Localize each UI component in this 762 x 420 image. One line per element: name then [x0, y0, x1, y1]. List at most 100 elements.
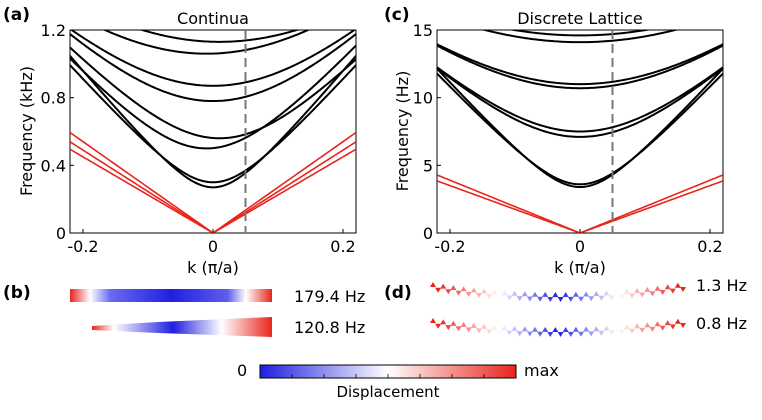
axes-a: -0.2 0 0.200.40.81.2 [41, 21, 356, 256]
lattice-node [496, 294, 503, 300]
lattice-node [460, 286, 467, 292]
series-band-3 [70, 44, 356, 150]
x-tick-label: 0.2 [697, 237, 722, 256]
lattice-node [435, 323, 442, 329]
lattice-node [526, 296, 533, 302]
lattice-node [644, 286, 651, 292]
mode-shape-d-2 [430, 318, 686, 337]
lattice-node [588, 296, 595, 302]
lattice-node [552, 292, 559, 297]
lattice-node [649, 291, 656, 297]
mode-frequency-b-2: 120.8 Hz [294, 318, 365, 337]
panel-label-b: (b) [3, 283, 31, 303]
lattice-node [654, 285, 661, 291]
panel-label-d: (d) [384, 283, 412, 303]
y-tick-label: 0.4 [41, 156, 66, 175]
y-tick-label: 15 [413, 21, 433, 40]
y-tick-label: 5 [423, 156, 433, 175]
lattice-node [430, 282, 436, 287]
lattice-node [542, 291, 549, 297]
series-acoustic-3 [70, 148, 356, 233]
lattice-node [608, 295, 615, 301]
lattice-node [481, 288, 487, 294]
lattice-node [521, 326, 528, 332]
lattice-node [516, 331, 523, 337]
lattice-node [618, 329, 625, 335]
x-tick-label: 0 [575, 237, 585, 256]
lattice-node [634, 323, 641, 329]
lattice-node [623, 289, 630, 294]
lattice-node [506, 330, 513, 336]
series-band-6 [70, 30, 356, 87]
mode-frequency-d-1: 1.3 Hz [696, 276, 747, 295]
lattice-node [654, 321, 661, 327]
lattice-node [542, 326, 549, 332]
series-band-1 [70, 55, 356, 189]
lattice-node [455, 290, 462, 296]
lattice-node [532, 326, 538, 332]
lattice-node [674, 282, 681, 288]
lattice-node [562, 327, 569, 332]
lattice-node [491, 324, 498, 330]
lattice-node [603, 325, 610, 331]
lattice-node [430, 318, 436, 323]
series-acoustic-1 [437, 180, 723, 233]
x-tick-label: 0 [208, 237, 218, 256]
lattice-node [593, 291, 600, 297]
lattice-node [465, 327, 472, 333]
x-tick-label: -0.2 [434, 237, 465, 256]
curves-c [437, 30, 723, 233]
x-tick-label: 0.2 [330, 237, 355, 256]
lattice-node [618, 294, 625, 300]
series-band-6 [437, 43, 723, 86]
lattice-node [537, 331, 544, 337]
chart-title-continua: Continua [177, 9, 249, 28]
lattice-node [491, 289, 498, 295]
lattice-node [583, 291, 590, 297]
lattice-node [440, 283, 447, 289]
lattice-node [572, 291, 579, 297]
y-tick-label: 0.8 [41, 89, 66, 108]
mode-shape-b-1 [70, 289, 272, 302]
lattice-node [567, 331, 574, 337]
series-band-2 [437, 72, 723, 186]
lattice-node [603, 290, 610, 296]
y-tick-label: 10 [413, 89, 433, 108]
lattice-node [481, 323, 487, 329]
lattice-node [598, 330, 605, 336]
lattice-node [501, 290, 508, 296]
lattice-node [644, 322, 651, 328]
lattice-node [659, 290, 666, 295]
chart-title-discrete: Discrete Lattice [517, 9, 643, 28]
lattice-node [639, 327, 646, 333]
ylabel-c: Frequency (Hz) [393, 71, 412, 192]
series-band-4 [437, 66, 723, 133]
colorbar-label: Displacement [336, 383, 439, 401]
mode-frequency-b-1: 179.4 Hz [294, 287, 365, 306]
lattice-node [578, 331, 584, 337]
lattice-node [465, 291, 472, 297]
lattice-node [623, 324, 630, 330]
lattice-node [598, 295, 605, 301]
lattice-node [486, 329, 493, 335]
series-band-4 [70, 46, 356, 140]
lattice-node [511, 325, 518, 331]
series-band-1 [437, 67, 723, 188]
lattice-node [475, 293, 482, 298]
lattice-node [435, 287, 442, 293]
lattice-node [629, 328, 635, 334]
lattice-node [470, 287, 477, 293]
lattice-node [583, 326, 590, 332]
y-tick-label: 0 [56, 224, 66, 243]
lattice-node [557, 332, 564, 337]
lattice-node [552, 327, 559, 332]
lattice-node [440, 319, 447, 325]
colorbar-max-label: max [524, 361, 559, 380]
lattice-node [526, 331, 533, 337]
series-acoustic-2 [70, 141, 356, 233]
y-tick-label: 1.2 [41, 21, 66, 40]
xlabel-a: k (π/a) [187, 258, 239, 277]
mode-frequency-d-2: 0.8 Hz [696, 314, 747, 333]
plot-frame-a [69, 29, 357, 234]
lattice-node [669, 324, 676, 330]
